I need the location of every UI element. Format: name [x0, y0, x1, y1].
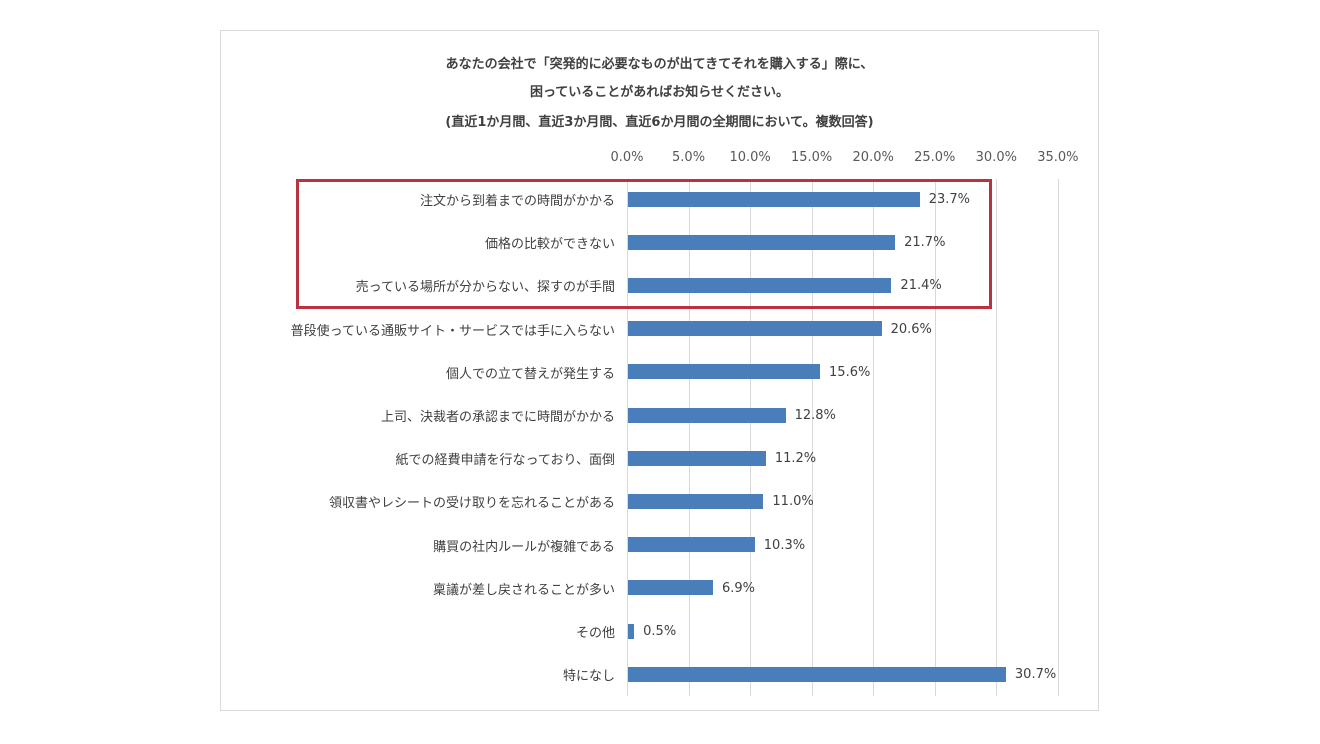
- category-label: 価格の比較ができない: [484, 237, 615, 253]
- bar: [628, 234, 896, 250]
- x-tick-label: 15.0%: [790, 150, 833, 165]
- gridline: [996, 179, 998, 696]
- value-label: 6.9%: [721, 580, 755, 596]
- category-label: その他: [575, 626, 615, 641]
- bar: [628, 407, 786, 423]
- x-tick-label: 25.0%: [914, 150, 956, 165]
- category-label: 稟議が差し戻されることが多い: [432, 582, 615, 598]
- category-label: 紙での経費申請を行なっており、面倒: [395, 453, 615, 469]
- category-label: 個人での立て替えが発生する: [445, 366, 615, 382]
- plot-area: 0.0% 5.0% 10.0% 15.0% 20.0% 25.0% 30.0% 35.0% 注文…: [221, 31, 1098, 710]
- bar: [628, 364, 821, 380]
- value-label: 15.6%: [829, 364, 871, 380]
- bar: [628, 321, 882, 337]
- bar: [628, 493, 764, 509]
- bar: [628, 537, 755, 553]
- highlight-box: [296, 179, 992, 309]
- value-label: 20.6%: [890, 321, 932, 337]
- gridline: [750, 179, 752, 696]
- gridline: [934, 179, 936, 696]
- category-label: 売っている場所が分からない、探すのが手間: [355, 280, 615, 296]
- gridline: [688, 179, 690, 696]
- bar: [628, 666, 1006, 682]
- gridline: [627, 179, 628, 696]
- value-label: 12.8%: [794, 408, 836, 423]
- value-label: 11.2%: [774, 451, 817, 467]
- value-label: 10.3%: [763, 537, 806, 553]
- bar: [628, 277, 892, 293]
- gridline: [1057, 179, 1059, 696]
- value-label: 30.7%: [1014, 667, 1057, 683]
- value-label: 21.4%: [900, 278, 942, 294]
- x-tick-label: 10.0%: [729, 150, 771, 165]
- gridline: [811, 179, 813, 696]
- category-label: 上司、決裁者の承認までに時間がかかる: [380, 410, 615, 425]
- x-tick-label: 35.0%: [1037, 150, 1079, 165]
- bar: [628, 450, 766, 466]
- x-tick-label: 5.0%: [672, 150, 706, 165]
- x-tick-label: 20.0%: [852, 150, 894, 165]
- gridline: [873, 179, 875, 696]
- chart-title-line-3: (直近1か月間、直近3か月間、直近6か月間の全期間において。複数回答): [445, 115, 874, 130]
- category-label: 領収書やレシートの受け取りを忘れることがある: [328, 496, 615, 512]
- x-tick-label: 30.0%: [975, 150, 1017, 165]
- category-label: 注文から到着までの時間がかかる: [419, 194, 615, 209]
- value-label: 11.0%: [772, 494, 814, 510]
- value-label: 21.7%: [904, 235, 946, 251]
- x-tick-label: 0.0%: [610, 150, 644, 165]
- bar: [628, 623, 635, 639]
- chart-frame: あなたの会社で「突発的に必要なものが出てきてそれを購入する」際に、 困っているこ…: [220, 30, 1099, 711]
- category-label: 普段使っている通販サイト・サービスでは手に入らない: [290, 323, 615, 339]
- category-label: 特になし: [562, 669, 615, 685]
- chart-title-line-2: 困っていることがあればお知らせください。: [529, 85, 790, 100]
- category-label: 購買の社内ルールが複雑である: [433, 539, 615, 555]
- bar: [628, 191, 920, 207]
- chart-title-line-1: あなたの会社で「突発的に必要なものが出てきてそれを購入する」際に、: [445, 57, 874, 72]
- value-label: 23.7%: [928, 192, 971, 207]
- value-label: 0.5%: [643, 624, 677, 639]
- bar: [628, 580, 713, 596]
